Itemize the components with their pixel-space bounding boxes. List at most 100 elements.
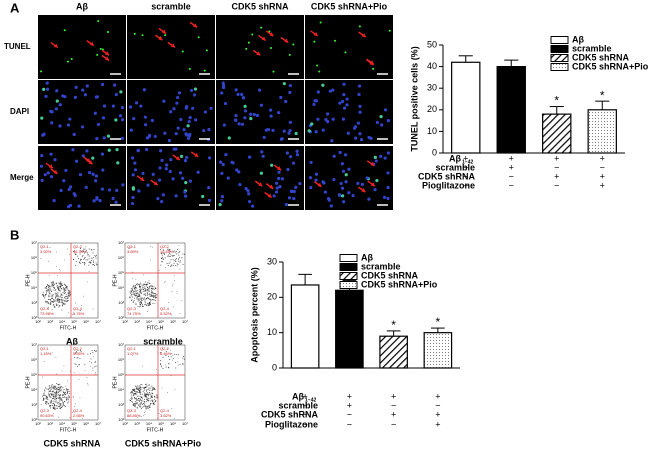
event xyxy=(160,249,162,250)
cell xyxy=(269,114,273,118)
event xyxy=(77,309,79,311)
cell xyxy=(164,167,168,171)
event xyxy=(52,289,54,291)
event xyxy=(147,288,148,290)
treatment-sign: + xyxy=(347,391,352,401)
event xyxy=(60,299,62,300)
cell xyxy=(340,162,345,166)
event xyxy=(48,274,50,276)
event xyxy=(130,290,132,292)
cell xyxy=(159,149,163,153)
cell xyxy=(321,83,325,87)
cell xyxy=(326,112,330,116)
cell xyxy=(114,118,118,122)
cell xyxy=(120,105,125,110)
event xyxy=(79,258,81,260)
quadrant-name: Q2-3 xyxy=(127,306,137,311)
event xyxy=(65,284,66,286)
event xyxy=(60,387,62,389)
event xyxy=(137,294,139,296)
y-tick-label: 10 xyxy=(427,126,437,136)
event xyxy=(47,301,49,302)
y-tick-label: 10⁷ xyxy=(118,342,124,347)
event xyxy=(67,399,69,401)
event xyxy=(43,393,45,395)
event xyxy=(131,296,133,298)
event xyxy=(80,350,81,351)
event xyxy=(133,393,135,394)
event xyxy=(47,285,49,287)
event xyxy=(135,293,137,295)
event xyxy=(177,364,179,366)
treatment-sign: − xyxy=(554,162,559,172)
event xyxy=(61,398,62,400)
event xyxy=(141,299,143,301)
event xyxy=(52,396,54,397)
event xyxy=(179,256,180,258)
cell xyxy=(99,47,102,50)
event xyxy=(139,303,141,305)
event xyxy=(140,301,142,302)
cell xyxy=(130,201,135,206)
event xyxy=(137,284,139,285)
treatment-sign: + xyxy=(391,409,396,419)
cell xyxy=(224,153,228,157)
event xyxy=(80,260,82,262)
cell xyxy=(329,204,333,208)
event xyxy=(48,293,50,295)
cell xyxy=(230,160,234,164)
event xyxy=(138,285,140,287)
event xyxy=(84,257,86,258)
arrow-head xyxy=(370,182,375,187)
event xyxy=(59,289,61,291)
event xyxy=(172,264,174,266)
cell xyxy=(372,67,375,70)
event xyxy=(135,402,137,404)
event xyxy=(155,297,157,298)
event xyxy=(145,293,147,295)
cell xyxy=(220,194,225,199)
treatment-sign: + xyxy=(347,400,352,410)
cell xyxy=(237,170,241,174)
event xyxy=(69,294,71,296)
event xyxy=(66,300,67,302)
event xyxy=(148,387,150,389)
event xyxy=(175,362,176,364)
quadrant-value: 1.07% xyxy=(127,351,139,356)
event xyxy=(145,294,146,296)
event xyxy=(54,399,56,401)
event xyxy=(54,388,56,390)
event xyxy=(139,406,140,408)
event xyxy=(96,350,98,352)
event xyxy=(143,297,145,299)
cell xyxy=(246,189,250,193)
cell xyxy=(319,21,322,24)
event xyxy=(170,356,172,358)
y-axis-label: PE-H xyxy=(112,376,118,388)
event xyxy=(53,283,55,285)
event xyxy=(62,395,64,396)
event xyxy=(148,398,149,400)
event xyxy=(161,366,162,368)
x-axis-label: FITC-H xyxy=(147,325,164,331)
event xyxy=(45,294,47,295)
quadrant-name: Q2-1 xyxy=(127,346,137,351)
cell xyxy=(183,190,187,194)
cell xyxy=(327,198,331,202)
event xyxy=(54,405,56,407)
event xyxy=(140,304,142,306)
cell xyxy=(309,160,313,165)
cell xyxy=(94,174,99,178)
x-tick-label: 10⁶ xyxy=(170,319,176,324)
event xyxy=(147,287,148,288)
cell xyxy=(55,89,59,93)
event xyxy=(164,257,166,259)
x-tick-label: 10⁵ xyxy=(158,421,164,426)
cell xyxy=(185,155,189,160)
event xyxy=(166,347,168,349)
treatment-sign: − xyxy=(463,180,468,190)
cell xyxy=(339,181,343,186)
event xyxy=(43,398,45,400)
event xyxy=(138,390,140,391)
cell xyxy=(45,87,50,91)
